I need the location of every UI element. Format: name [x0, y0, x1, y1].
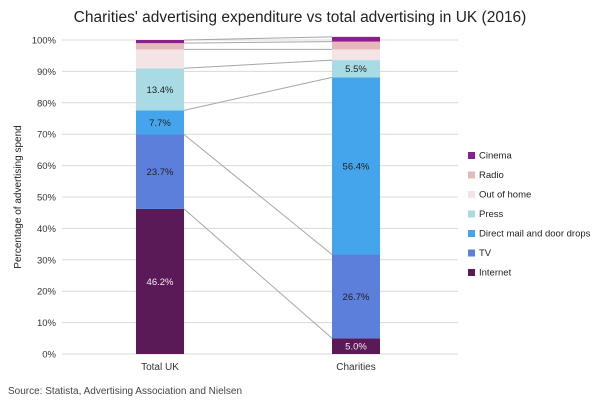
bar-segment-direct-mail-and-door-drops — [136, 110, 184, 135]
x-axis-ticks: Total UK Charities — [141, 362, 376, 373]
source-note: Source: Statista, Advertising Associatio… — [8, 386, 242, 397]
y-tick-label: 10% — [37, 318, 57, 329]
y-axis-ticks: 0% 10% 20% 30% 40% 50% 60% 70% 80% 90% 100% — [32, 36, 57, 361]
x-category-label: Charities — [336, 362, 375, 373]
y-tick-label: 50% — [37, 193, 57, 204]
chart-title: Charities' advertising expenditure vs to… — [74, 9, 527, 26]
bar-segment-radio — [332, 41, 380, 50]
legend-swatch — [468, 230, 475, 237]
legend-label: Internet — [479, 268, 512, 279]
bar-segment-cinema — [332, 36, 380, 42]
data-label: 5.0% — [345, 342, 367, 353]
data-label: 26.7% — [343, 292, 370, 303]
legend-item-tv: TV — [468, 248, 492, 259]
legend-label: Direct mail and door drops — [479, 229, 591, 240]
y-tick-label: 80% — [37, 98, 57, 109]
legend-label: TV — [479, 248, 492, 259]
y-tick-label: 100% — [32, 36, 57, 47]
legend-swatch — [468, 269, 475, 276]
bar-segment-tv — [136, 134, 184, 209]
legend-swatch — [468, 152, 475, 159]
legend-item-press: Press — [468, 209, 504, 220]
data-label: 46.2% — [147, 277, 174, 288]
legend: Cinema Radio Out of home Press Direct mail a… — [468, 151, 591, 279]
data-labels: 46.2% 23.7% 7.7% 13.4% 5.0% 26.7% 56.4% 5.5% — [147, 64, 370, 352]
series-connector-line — [183, 134, 333, 255]
legend-item-radio: Radio — [468, 170, 504, 181]
bars — [136, 36, 380, 354]
y-tick-label: 60% — [37, 161, 57, 172]
legend-label: Cinema — [479, 151, 512, 162]
bar-segment-out-of-home — [136, 49, 184, 69]
legend-swatch — [468, 191, 475, 198]
y-tick-label: 90% — [37, 67, 57, 78]
bar-segment-direct-mail-and-door-drops — [332, 77, 380, 255]
bar-segment-internet — [136, 208, 184, 354]
bar-segment-cinema — [136, 40, 184, 44]
legend-label: Out of home — [479, 190, 531, 201]
bar-segment-out-of-home — [332, 49, 380, 61]
y-axis-title: Percentage of advertising spend — [13, 125, 24, 268]
series-connector-line — [183, 59, 333, 69]
data-label: 13.4% — [147, 85, 174, 96]
series-connector-line — [183, 208, 333, 339]
y-tick-label: 20% — [37, 287, 57, 298]
x-category-label: Total UK — [141, 362, 179, 373]
bar-segment-radio — [136, 43, 184, 50]
gridlines — [62, 39, 458, 355]
legend-swatch — [468, 249, 475, 257]
legend-item-out-of-home: Out of home — [468, 190, 531, 201]
bar-segment-press — [136, 68, 184, 111]
series-connector-line — [183, 36, 333, 41]
series-connector-line — [183, 41, 333, 44]
data-label: 5.5% — [345, 64, 367, 75]
series-connector-line — [183, 76, 333, 111]
legend-item-cinema: Cinema — [468, 151, 512, 162]
bar-segment-press — [332, 60, 380, 78]
y-tick-label: 30% — [37, 255, 57, 266]
connector-lines — [183, 36, 333, 339]
legend-swatch — [468, 171, 475, 179]
data-label: 23.7% — [147, 167, 174, 178]
legend-item-direct-mail-and-door-drops: Direct mail and door drops — [468, 229, 591, 240]
data-label: 56.4% — [343, 161, 370, 172]
legend-label: Press — [479, 209, 504, 220]
data-label: 7.7% — [149, 118, 171, 129]
y-tick-label: 70% — [37, 130, 57, 141]
legend-item-internet: Internet — [468, 268, 512, 279]
legend-label: Radio — [479, 170, 504, 181]
bar-segment-internet — [332, 338, 380, 354]
bar-segment-tv — [332, 254, 380, 339]
y-tick-label: 0% — [42, 350, 56, 361]
legend-swatch — [468, 210, 475, 218]
y-tick-label: 40% — [37, 224, 57, 235]
